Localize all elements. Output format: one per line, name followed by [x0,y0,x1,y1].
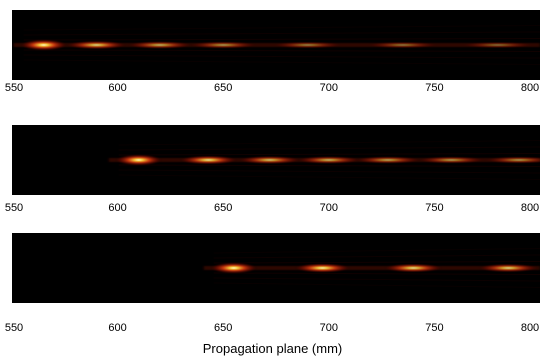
x-tick-label: 650 [214,202,233,214]
intensity-peak [65,40,128,50]
heatmap-panel-3 [12,233,540,303]
fringe-line [213,272,540,275]
x-tick-label: 750 [425,202,444,214]
x-ticks-3: 550 600 650 700 750 800 [0,322,545,336]
heatmap-panel-1 [12,10,540,80]
x-tick-label: 600 [108,82,127,94]
intensity-peak [459,41,536,49]
intensity-peak [353,155,423,165]
x-tick-label: 650 [214,82,233,94]
fringe-line [23,59,540,65]
heatmap-panel-2 [12,125,540,195]
beam-streak [203,266,540,270]
intensity-peak [476,263,540,273]
x-tick-label: 550 [4,322,24,334]
fringe-line [23,54,540,59]
intensity-peak [382,263,444,273]
x-axis-label: Propagation plane (mm) [202,341,343,356]
fringe-line [118,169,540,174]
heatmap-svg-3 [203,248,540,288]
intensity-peak [483,156,540,164]
x-tick-label: 600 [108,322,127,334]
intensity-peak [416,156,487,164]
fringe-line [118,146,540,151]
fringe-line [213,277,540,282]
heatmap-svg-2 [108,140,540,180]
x-tick-label: 550 [4,202,24,214]
x-tick-label: 800 [520,202,540,214]
x-ticks-1: 550 600 650 700 750 800 [0,82,545,96]
x-tick-label: 750 [425,82,444,94]
x-tick-label: 700 [319,82,338,94]
x-tick-label: 700 [319,202,338,214]
x-tick-label: 750 [425,322,444,334]
fringe-line [213,248,540,254]
fringe-line [118,174,540,180]
x-tick-label: 700 [319,322,338,334]
fringe-line [23,25,540,31]
x-tick-label: 800 [520,82,540,94]
heatmap-svg-1 [13,25,540,65]
intensity-peak [187,41,259,49]
fringe-line [213,282,540,288]
x-tick-label: 800 [520,322,540,334]
intensity-peak [126,40,194,50]
fringe-line [213,261,540,264]
intensity-peak [114,154,164,166]
fringe-line [23,31,540,36]
x-tick-label: 550 [4,82,24,94]
x-tick-label: 650 [214,322,233,334]
intensity-peak [365,41,440,49]
intensity-peak [271,41,345,49]
fringe-line [118,140,540,146]
fringe-line [213,254,540,259]
fringe-line [23,49,540,52]
x-ticks-2: 550 600 650 700 750 800 [0,202,545,216]
intensity-peak [209,262,259,274]
x-tick-label: 600 [108,202,127,214]
fringe-line [23,38,540,41]
intensity-peak [237,155,303,165]
intensity-peak [295,155,363,165]
fringe-line [118,153,540,156]
intensity-peak [293,262,352,274]
intensity-peak [19,39,69,51]
intensity-peak [178,155,239,165]
fringe-line [118,164,540,167]
